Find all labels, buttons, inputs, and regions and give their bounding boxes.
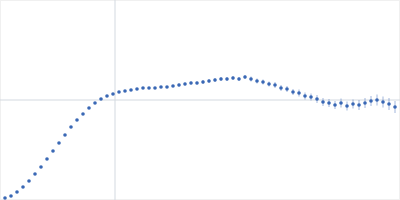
data-point [15,190,19,194]
data-point [315,97,319,101]
data-point [195,81,199,85]
data-point [123,89,127,93]
data-point [201,80,205,84]
data-point [267,82,271,86]
data-point [291,90,295,94]
data-point [33,172,37,176]
data-point [69,125,73,129]
data-point [369,99,373,103]
data-point [153,86,157,90]
data-point [303,94,307,98]
data-point [111,92,115,96]
grid-line-y [0,100,400,101]
data-point [375,98,379,102]
data-point [273,83,277,87]
data-point [363,101,367,105]
data-point [249,77,253,81]
data-layer [3,75,397,200]
data-point [243,75,247,79]
data-point [207,79,211,83]
data-point [219,77,223,81]
plot-frame [1,1,400,200]
data-point [393,105,397,109]
chart [0,0,400,200]
data-point [21,185,25,189]
data-point [231,76,235,80]
data-point [339,101,343,105]
data-point [183,82,187,86]
data-point [105,94,109,98]
data-point [135,87,139,91]
data-point [75,118,79,122]
data-point [99,97,103,101]
data-point [129,88,133,92]
data-point [27,179,31,183]
data-point [213,78,217,82]
data-point [261,80,265,84]
data-point [345,104,349,108]
data-point [93,101,97,105]
data-point [237,77,241,81]
data-point [45,157,49,161]
data-point [321,100,325,104]
data-point [147,86,151,90]
data-point [297,91,301,95]
data-point [39,165,43,169]
data-point [171,84,175,88]
data-point [351,102,355,106]
data-point [117,90,121,94]
data-point [177,83,181,87]
data-point [141,86,145,90]
data-point [279,86,283,90]
data-point [3,196,7,200]
data-point [387,102,391,106]
data-point [63,133,67,137]
data-point [57,141,61,145]
data-point [189,81,193,85]
data-point [9,194,13,198]
data-point [285,87,289,91]
data-point [309,95,313,99]
data-point [327,101,331,105]
data-point [333,103,337,107]
data-point [357,103,361,107]
data-point [255,79,259,83]
data-point [51,149,55,153]
data-point [81,112,85,116]
data-point [87,106,91,110]
data-point [381,100,385,104]
data-point [165,85,169,89]
data-point [159,85,163,89]
data-point [225,77,229,81]
